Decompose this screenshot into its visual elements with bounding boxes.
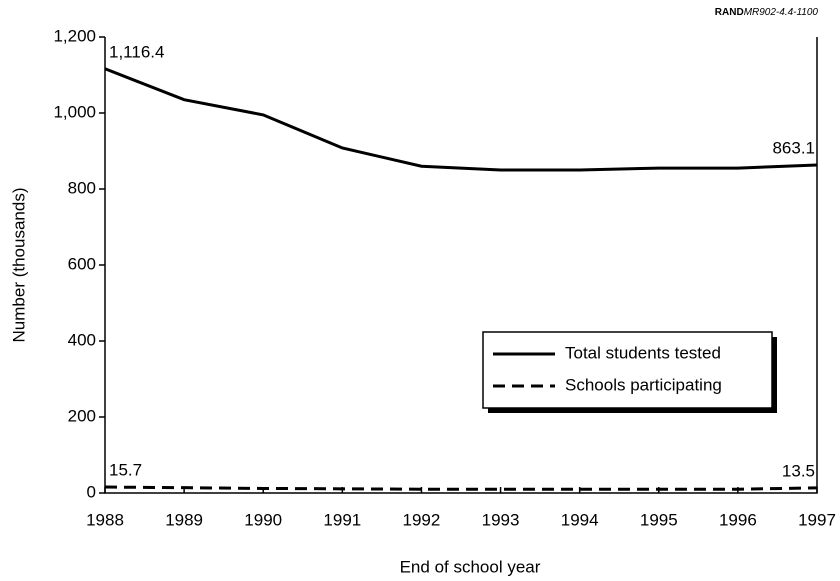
x-tick-label: 1997 xyxy=(798,510,836,529)
source: RANDMR902-4.4-1100 xyxy=(715,7,819,18)
y-tick-label: 600 xyxy=(68,254,96,273)
y-tick-label: 0 xyxy=(87,482,96,501)
x-tick-label: 1992 xyxy=(403,510,441,529)
source-id: MR902-4.4-1100 xyxy=(744,7,819,18)
y-tick-label: 200 xyxy=(68,406,96,425)
y-axis-label: Number (thousands) xyxy=(9,188,28,343)
x-tick-label: 1996 xyxy=(719,510,757,529)
x-tick-label: 1991 xyxy=(323,510,361,529)
x-tick-label: 1993 xyxy=(482,510,520,529)
series-line xyxy=(104,67,818,172)
x-tick-label: 1988 xyxy=(86,510,124,529)
data-label: 863.1 xyxy=(772,139,815,158)
series-line xyxy=(104,485,818,491)
legend-label: Schools participating xyxy=(565,375,722,394)
y-tick-label: 800 xyxy=(68,178,96,197)
data-label: 13.5 xyxy=(782,461,815,480)
x-tick-label: 1989 xyxy=(165,510,203,529)
legend-label: Total students tested xyxy=(565,343,721,362)
legend xyxy=(482,331,773,409)
y-tick-label: 400 xyxy=(68,330,96,349)
y-tick-label: 1,200 xyxy=(53,26,96,45)
x-tick-label: 1995 xyxy=(640,510,678,529)
data-label: 15.7 xyxy=(109,461,142,480)
x-tick-label: 1990 xyxy=(244,510,282,529)
y-tick-label: 1,000 xyxy=(53,102,96,121)
data-label: 1,116.4 xyxy=(109,42,164,61)
x-axis-label: End of school year xyxy=(400,557,541,576)
source-org: RAND xyxy=(715,7,744,18)
x-tick-label: 1994 xyxy=(561,510,599,529)
